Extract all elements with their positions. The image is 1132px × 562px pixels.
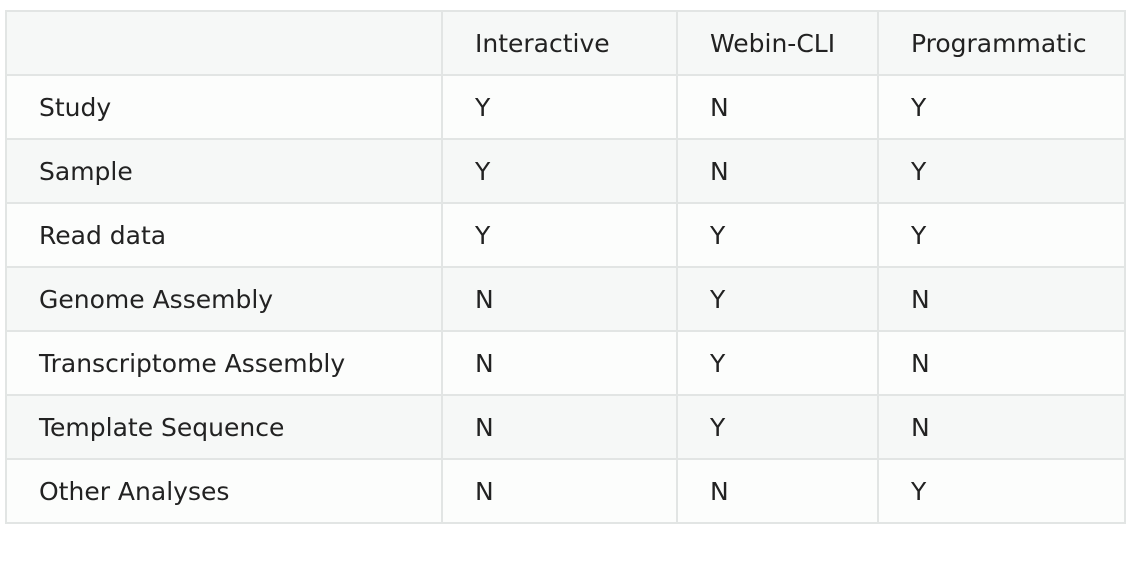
- webin-cli-cell: Y: [676, 266, 879, 332]
- row-label: Template Sequence: [5, 394, 443, 460]
- programmatic-cell: N: [877, 266, 1126, 332]
- header-cell-programmatic: Programmatic: [877, 10, 1126, 76]
- programmatic-cell: N: [877, 394, 1126, 460]
- table-row: Transcriptome Assembly N Y N: [5, 330, 1126, 396]
- table-row: Study Y N Y: [5, 74, 1126, 140]
- row-label: Sample: [5, 138, 443, 204]
- interactive-cell: Y: [441, 138, 678, 204]
- webin-cli-cell: Y: [676, 394, 879, 460]
- programmatic-cell: Y: [877, 458, 1126, 524]
- programmatic-cell: Y: [877, 74, 1126, 140]
- programmatic-cell: N: [877, 330, 1126, 396]
- submission-routes-table: Interactive Webin-CLI Programmatic Study…: [5, 10, 1126, 524]
- table-row: Sample Y N Y: [5, 138, 1126, 204]
- row-label: Genome Assembly: [5, 266, 443, 332]
- interactive-cell: N: [441, 394, 678, 460]
- table-row: Template Sequence N Y N: [5, 394, 1126, 460]
- webin-cli-cell: N: [676, 74, 879, 140]
- webin-cli-cell: Y: [676, 330, 879, 396]
- row-label: Transcriptome Assembly: [5, 330, 443, 396]
- table-header-row: Interactive Webin-CLI Programmatic: [5, 10, 1126, 76]
- header-cell-empty: [5, 10, 443, 76]
- interactive-cell: Y: [441, 202, 678, 268]
- interactive-cell: N: [441, 330, 678, 396]
- programmatic-cell: Y: [877, 138, 1126, 204]
- programmatic-cell: Y: [877, 202, 1126, 268]
- submission-routes-table-container: Interactive Webin-CLI Programmatic Study…: [5, 10, 1126, 524]
- table-row: Read data Y Y Y: [5, 202, 1126, 268]
- row-label: Read data: [5, 202, 443, 268]
- interactive-cell: Y: [441, 74, 678, 140]
- interactive-cell: N: [441, 266, 678, 332]
- header-cell-webin-cli: Webin-CLI: [676, 10, 879, 76]
- header-cell-interactive: Interactive: [441, 10, 678, 76]
- table-row: Other Analyses N N Y: [5, 458, 1126, 524]
- table-row: Genome Assembly N Y N: [5, 266, 1126, 332]
- webin-cli-cell: N: [676, 138, 879, 204]
- webin-cli-cell: Y: [676, 202, 879, 268]
- row-label: Other Analyses: [5, 458, 443, 524]
- interactive-cell: N: [441, 458, 678, 524]
- row-label: Study: [5, 74, 443, 140]
- webin-cli-cell: N: [676, 458, 879, 524]
